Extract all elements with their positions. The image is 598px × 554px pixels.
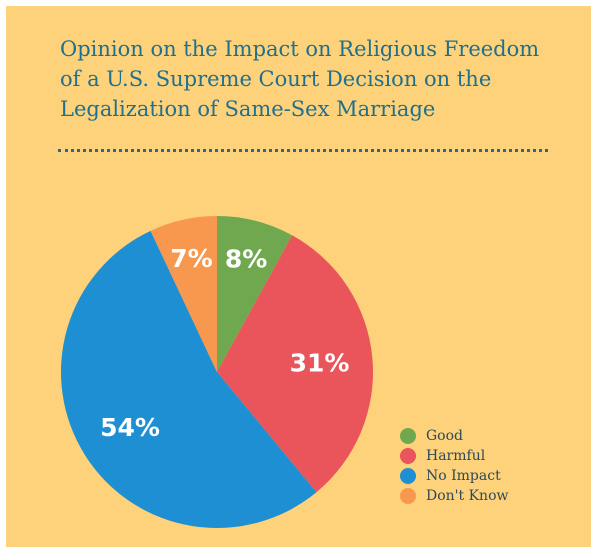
pie-slice-no-impact (60, 230, 317, 529)
legend-item-harmful: Harmful (400, 446, 508, 466)
chart-title-line-2: of a U.S. Supreme Court Decision on the (60, 67, 492, 91)
legend-item-don-t-know: Don't Know (400, 486, 508, 506)
legend-item-no-impact: No Impact (400, 466, 508, 486)
legend-swatch-don-t-know (400, 488, 416, 504)
pie-slice-don-t-know (150, 216, 217, 372)
pie-slice-good (217, 216, 293, 372)
legend-label-don-t-know: Don't Know (426, 488, 509, 504)
pie-slice-harmful (217, 235, 373, 493)
pie-label-no-impact: 54% (100, 413, 160, 442)
legend-label-no-impact: No Impact (426, 468, 501, 484)
legend-label-good: Good (426, 428, 464, 444)
legend-swatch-no-impact (400, 468, 416, 484)
legend-swatch-harmful (400, 448, 416, 464)
chart-title-line-3: Legalization of Same-Sex Marriage (60, 97, 436, 121)
pie-label-good: 8% (225, 245, 267, 274)
legend-label-harmful: Harmful (426, 448, 486, 464)
chart-title: Opinion on the Impact on Religious Freed… (60, 34, 560, 124)
legend-swatch-good (400, 428, 416, 444)
chart-legend: Good Harmful No Impact Don't Know (400, 426, 508, 506)
pie-label-harmful: 31% (290, 348, 350, 377)
pie-label-don-t-know: 7% (170, 244, 212, 273)
dotted-divider (58, 149, 548, 152)
legend-item-good: Good (400, 426, 508, 446)
chart-title-line-1: Opinion on the Impact on Religious Freed… (60, 37, 540, 61)
